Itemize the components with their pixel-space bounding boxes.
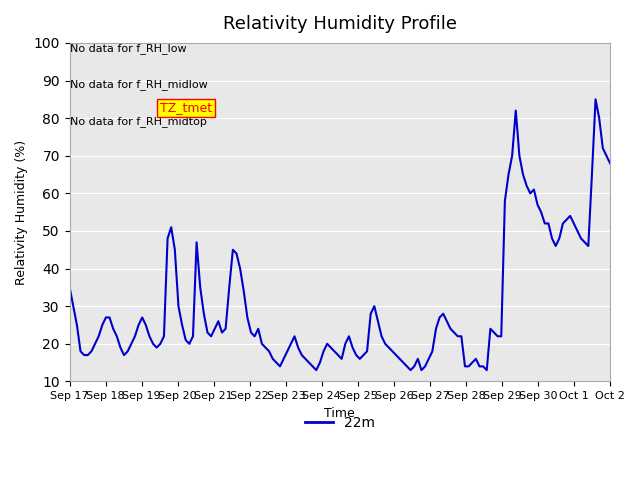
Text: No data for f_RH_midlow: No data for f_RH_midlow bbox=[70, 79, 207, 90]
Title: Relativity Humidity Profile: Relativity Humidity Profile bbox=[223, 15, 457, 33]
Text: TZ_tmet: TZ_tmet bbox=[160, 101, 212, 114]
Legend: 22m: 22m bbox=[300, 410, 380, 435]
Text: No data for f_RH_low: No data for f_RH_low bbox=[70, 43, 186, 54]
Y-axis label: Relativity Humidity (%): Relativity Humidity (%) bbox=[15, 140, 28, 285]
Text: No data for f_RH_midtop: No data for f_RH_midtop bbox=[70, 116, 207, 127]
X-axis label: Time: Time bbox=[324, 407, 355, 420]
